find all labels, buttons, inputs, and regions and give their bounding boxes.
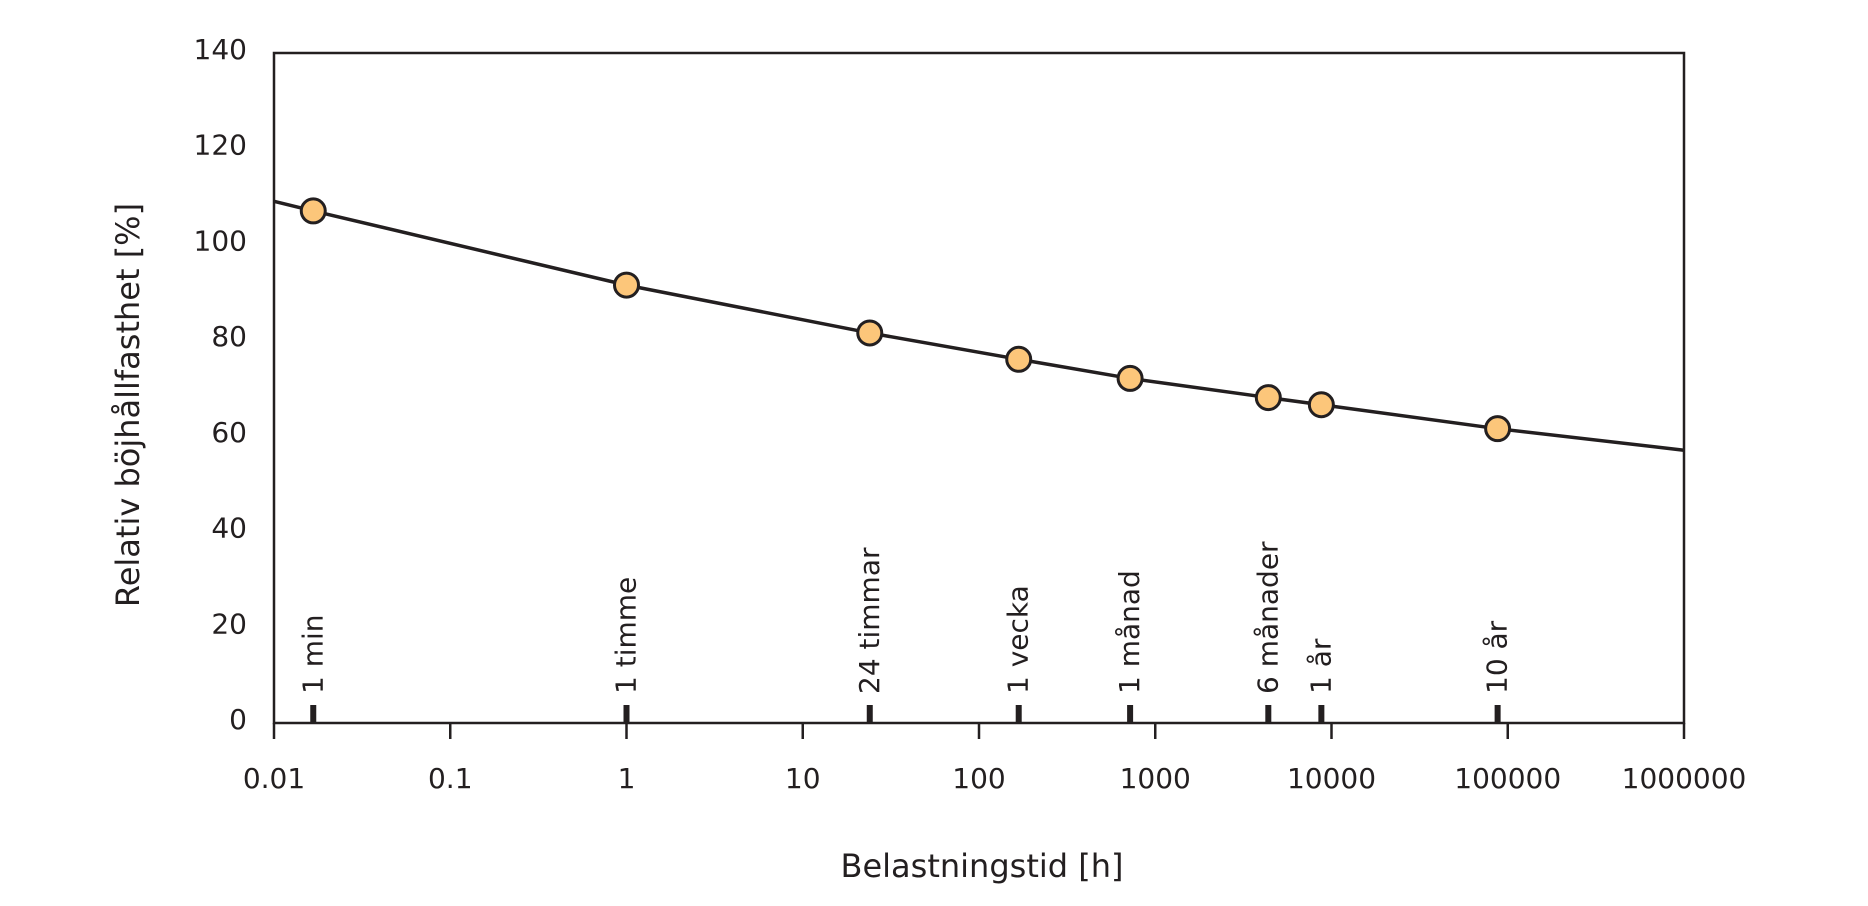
point [1116, 364, 1144, 392]
x-tick-label: 0.01 [243, 762, 305, 795]
y-axis-label: Relativ böjhållfasthet [%] [109, 203, 147, 607]
x-tick-label: 1000 [1120, 762, 1191, 795]
point [1254, 384, 1282, 412]
y-tick-label: 100 [194, 224, 247, 257]
point [1484, 415, 1512, 443]
x-tick-label: 0.1 [428, 762, 473, 795]
time-marker [1318, 705, 1325, 723]
point [856, 319, 884, 347]
time-label: 1 månad [1113, 570, 1146, 694]
point [299, 197, 327, 225]
plot-frame [272, 51, 1686, 725]
y-tick-label: 40 [211, 512, 247, 545]
x-tick-label: 10 [785, 762, 821, 795]
time-label: 10 år [1481, 620, 1514, 694]
time-label: 1 min [296, 614, 329, 694]
x-tick-label: 100 [952, 762, 1005, 795]
time-label: 1 timme [610, 577, 643, 694]
y-tick-label: 80 [211, 320, 247, 353]
time-marker [623, 705, 630, 723]
point [1005, 345, 1033, 373]
y-tick-label: 60 [211, 416, 247, 449]
x-tick-label: 1000000 [1622, 762, 1747, 795]
time-marker [1127, 705, 1134, 723]
x-tick-label: 10000 [1287, 762, 1376, 795]
y-tick-label: 120 [194, 129, 247, 162]
y-tick-label: 0 [229, 703, 247, 736]
time-label: 6 månader [1251, 541, 1284, 694]
y-tick-label: 20 [211, 607, 247, 640]
time-marker [310, 705, 317, 723]
time-marker [866, 705, 873, 723]
time-marker [1015, 705, 1022, 723]
point [613, 271, 640, 299]
x-tick-label: 100000 [1454, 762, 1561, 795]
curve [273, 199, 1685, 452]
point [1307, 391, 1335, 419]
y-tick-label: 140 [194, 33, 247, 66]
time-marker [1494, 705, 1501, 723]
x-axis-label: Belastningstid [h] [841, 847, 1124, 885]
time-label: 1 vecka [1002, 585, 1035, 694]
x-tick-label: 1 [618, 762, 636, 795]
time-label: 24 timmar [853, 547, 886, 694]
time-marker [1265, 705, 1272, 723]
time-label: 1 år [1304, 638, 1337, 694]
